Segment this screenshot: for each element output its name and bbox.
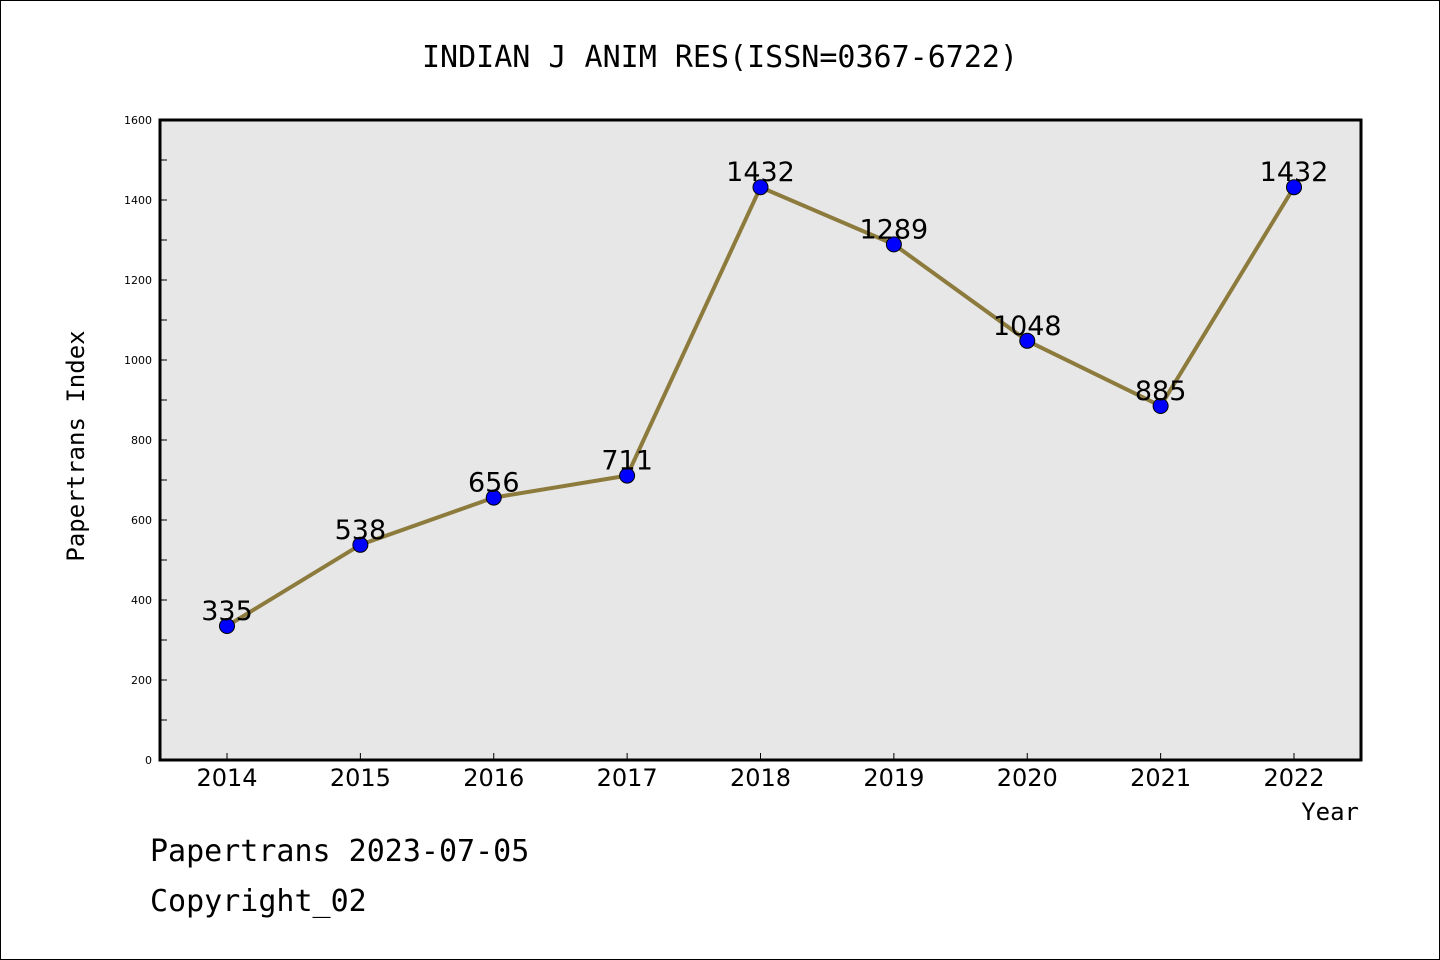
y-axis: 0 200 400 600 800 1000 1200 1400 1600 [124, 114, 167, 767]
data-point [619, 467, 636, 484]
y-tick-label: 800 [131, 434, 152, 447]
data-point [485, 489, 502, 506]
chart-title: INDIAN J ANIM RES(ISSN=0367-6722) [422, 40, 1018, 75]
footer-date: Papertrans 2023-07-05 [150, 834, 530, 869]
x-tick-label: 2014 [196, 764, 257, 792]
x-tick-label: 2016 [463, 764, 524, 792]
y-tick-label: 1000 [124, 354, 152, 367]
y-tick-label: 1400 [124, 194, 152, 207]
data-label: 885 [1135, 376, 1187, 407]
data-point [1019, 332, 1036, 349]
y-tick-label: 0 [145, 754, 152, 767]
data-label: 1048 [993, 311, 1062, 342]
data-point [219, 618, 235, 634]
plot-area [160, 120, 1361, 760]
y-tick-label: 200 [131, 674, 152, 687]
y-tick-label: 600 [131, 514, 152, 527]
x-tick-label: 2017 [597, 764, 658, 792]
y-tick-label: 1600 [124, 114, 152, 127]
data-label: 1432 [1260, 157, 1329, 188]
data-label: 1432 [726, 157, 795, 188]
data-points [219, 179, 1302, 634]
footer-copyright: Copyright_02 [150, 884, 367, 919]
data-label: 711 [601, 446, 653, 477]
data-point [352, 536, 369, 553]
y-tick-label: 400 [131, 594, 152, 607]
x-tick-label: 2020 [997, 764, 1058, 792]
plot-frame [158, 118, 1363, 762]
data-label: 335 [201, 596, 253, 627]
y-axis-label: Papertrans Index [62, 330, 90, 561]
x-tick-label: 2019 [863, 764, 924, 792]
data-point [1152, 398, 1169, 414]
data-point [885, 236, 902, 253]
x-axis: 2014 2015 2016 2017 2018 2019 2020 2021 2022 [196, 753, 1325, 792]
data-label: 1289 [860, 214, 929, 245]
data-point [752, 179, 769, 196]
x-tick-label: 2022 [1263, 764, 1324, 792]
x-axis-label: Year [1301, 798, 1359, 826]
y-tick-label: 1200 [124, 274, 152, 287]
x-tick-label: 2021 [1130, 764, 1191, 792]
data-labels: 335 538 656 711 1432 1289 1048 885 1432 [201, 157, 1328, 627]
data-label: 656 [468, 468, 520, 499]
x-tick-label: 2015 [330, 764, 391, 792]
data-point [1286, 179, 1302, 196]
data-label: 538 [335, 515, 387, 546]
x-tick-label: 2018 [730, 764, 791, 792]
